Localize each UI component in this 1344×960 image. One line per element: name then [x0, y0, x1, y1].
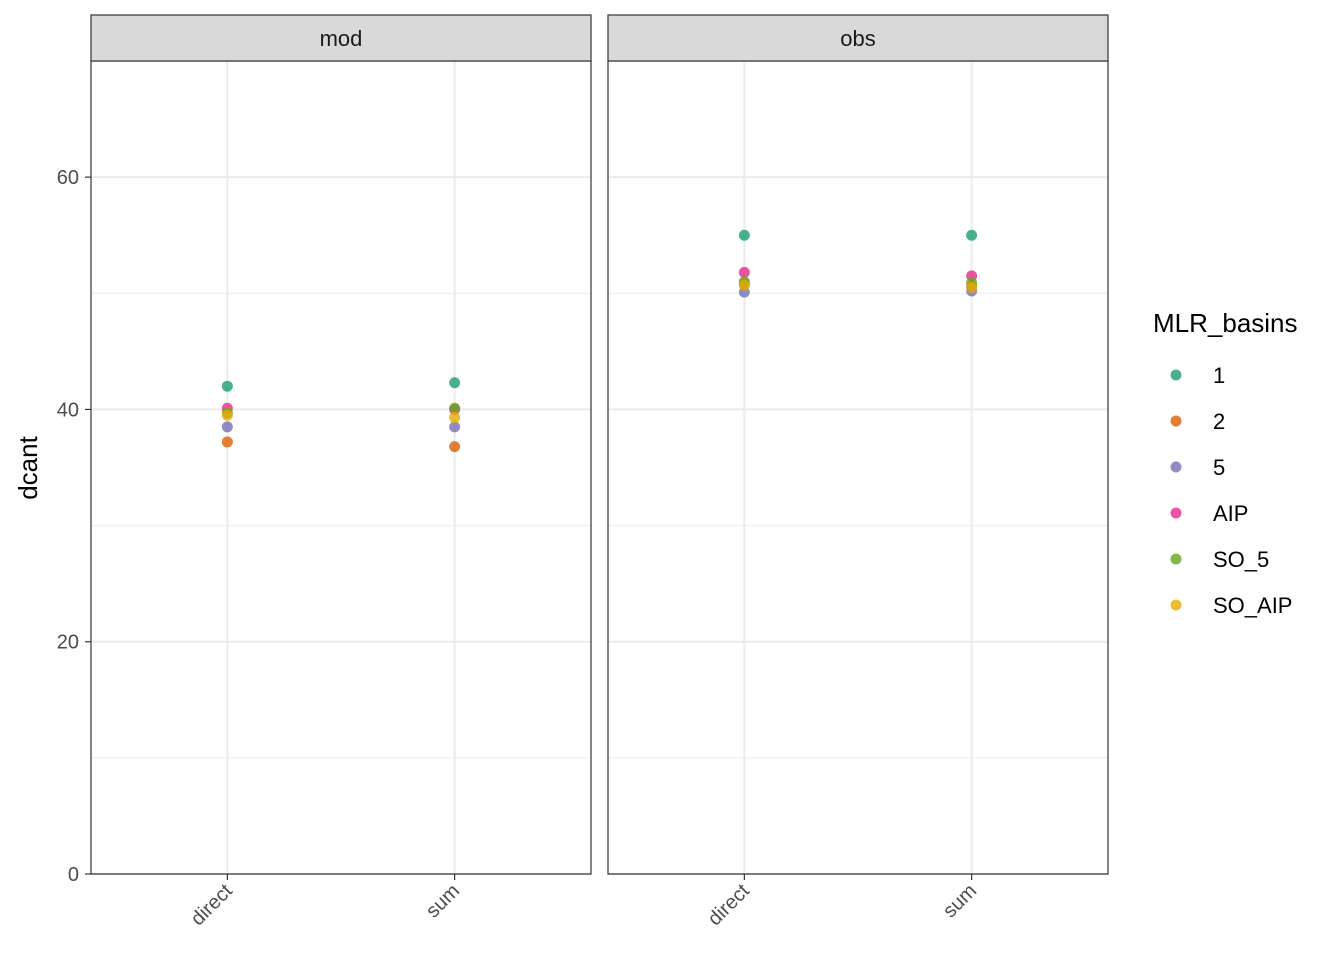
data-point-5: [449, 421, 461, 433]
legend-label: 1: [1213, 363, 1225, 388]
data-point-SO_5: [449, 402, 461, 414]
x-tick-label: sum: [939, 880, 981, 922]
legend-item-5: 5: [1170, 455, 1225, 480]
legend-swatch: [1170, 599, 1182, 611]
legend-label: AIP: [1213, 501, 1248, 526]
legend-label: SO_AIP: [1213, 593, 1292, 618]
panel-background: [91, 61, 591, 874]
strip-label: mod: [320, 26, 363, 51]
legend-label: SO_5: [1213, 547, 1269, 572]
facet-panel-obs: obs: [607, 14, 1109, 875]
y-tick-label: 0: [68, 864, 79, 886]
data-point-2: [221, 436, 233, 448]
legend-title: MLR_basins: [1153, 308, 1298, 338]
y-tick-label: 20: [57, 632, 79, 654]
data-point-2: [449, 441, 461, 453]
data-point-1: [449, 377, 461, 389]
legend-label: 2: [1213, 409, 1225, 434]
data-point-5: [221, 421, 233, 433]
legend-item-1: 1: [1170, 363, 1225, 388]
x-tick-label: direct: [187, 880, 237, 930]
legend-item-AIP: AIP: [1170, 501, 1248, 526]
y-tick-label: 60: [57, 167, 79, 189]
legend: MLR_basins 1 2 5 AIP SO_5 SO_AIP: [1153, 308, 1298, 618]
strip-background: [607, 14, 1109, 62]
legend-swatch: [1170, 415, 1182, 427]
legend-item-SO_5: SO_5: [1170, 547, 1269, 572]
legend-item-2: 2: [1170, 409, 1225, 434]
data-point-SO_AIP: [966, 281, 978, 293]
panel-background: [608, 61, 1108, 874]
facet-panel-mod: mod: [90, 14, 592, 875]
data-point-AIP: [738, 266, 750, 278]
legend-label: 5: [1213, 455, 1225, 480]
strip-label: obs: [840, 26, 875, 51]
legend-item-SO_AIP: SO_AIP: [1170, 593, 1292, 618]
legend-swatch: [1170, 369, 1182, 381]
y-tick-label: 40: [57, 399, 79, 421]
x-tick-label: direct: [704, 880, 754, 930]
y-axis-title: dcant: [13, 435, 43, 499]
data-point-1: [738, 229, 750, 241]
data-point-SO_AIP: [738, 279, 750, 291]
data-point-SO_AIP: [221, 409, 233, 421]
legend-swatch: [1170, 553, 1182, 565]
strip-background: [90, 14, 592, 62]
x-tick-label: sum: [422, 880, 464, 922]
legend-swatch: [1170, 507, 1182, 519]
legend-swatch: [1170, 461, 1182, 473]
data-point-1: [221, 380, 233, 392]
data-point-SO_AIP: [449, 412, 461, 424]
data-point-1: [966, 229, 978, 241]
